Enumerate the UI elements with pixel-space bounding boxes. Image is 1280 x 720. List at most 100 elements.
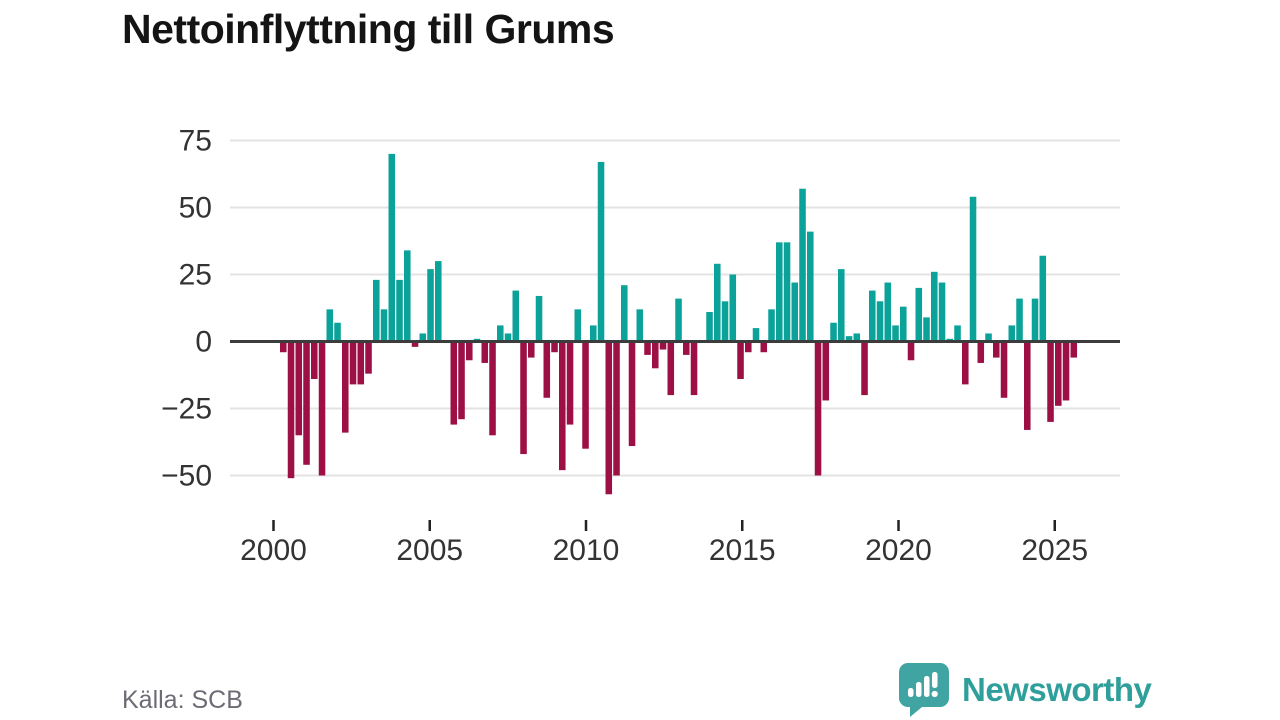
bar-positive [435,261,442,342]
bar-positive [675,298,682,342]
bar-negative [745,341,752,353]
bar-positive [590,325,597,342]
bar-positive [876,301,884,342]
bar-positive [776,242,783,342]
bar-negative [1047,341,1054,422]
bar-negative [543,341,551,398]
x-tick-label: 2000 [240,534,307,567]
bar-positive [535,295,543,342]
y-tick-label: −50 [161,460,212,493]
bar-positive [838,269,845,342]
bar-positive [721,301,729,342]
x-tick-label: 2025 [1021,534,1088,567]
bar-negative [311,341,318,380]
bar-positive [380,309,388,342]
bar-negative [977,341,985,363]
chart-title: Nettoinflyttning till Grums [122,6,615,52]
x-tick-label: 2010 [553,534,620,567]
bar-negative [613,341,620,476]
bars [280,153,1078,495]
bar-negative [907,341,915,361]
bar-negative [481,341,489,363]
bar-positive [419,333,427,342]
bar-positive [404,250,411,342]
bar-positive [791,282,799,342]
y-tick-label: −25 [161,393,212,426]
bar-negative [365,341,372,374]
bar-positive [892,325,899,342]
bar-negative [520,341,527,455]
bar-positive [396,279,403,342]
y-tick-label: 25 [179,259,212,292]
bar-positive [373,279,380,342]
bar-negative [349,341,357,385]
bar-negative [1062,341,1070,401]
bar-negative [644,341,651,355]
bar-positive [954,325,961,342]
bar-negative [1055,341,1062,406]
bar-positive [853,333,861,342]
bar-negative [582,341,589,449]
bar-negative [667,341,675,396]
newsworthy-logo: Newsworthy [898,662,1168,718]
bar-positive [636,309,644,342]
bar-negative [652,341,659,369]
bar-positive [869,290,876,342]
bar-negative [450,341,458,425]
bar-positive [807,231,814,342]
bar-positive [768,309,775,342]
bar-positive [597,161,605,342]
bar-negative [295,341,303,436]
bar-negative [605,341,613,495]
bar-positive [783,242,791,342]
bar-positive [427,269,434,342]
bar-negative [559,341,566,471]
bar-positive [938,282,946,342]
bar-negative [1024,341,1031,430]
bar-positive [1008,325,1016,342]
bar-positive [923,317,930,342]
bar-negative [690,341,698,396]
bar-positive [1016,298,1023,342]
bar-positive [1039,255,1047,342]
bar-negative [287,341,295,479]
bar-negative [489,341,496,436]
gridlines [230,139,1120,477]
bar-negative [659,341,667,350]
bar-positive [845,336,853,342]
bar-positive [326,309,334,342]
bar-positive [388,153,396,342]
x-tick-label: 2020 [865,534,932,567]
bar-negative [342,341,349,433]
bar-positive [729,274,737,342]
bar-positive [985,333,992,342]
bar-positive [900,306,907,342]
bar-positive [334,322,341,342]
source-label: Källa: SCB [122,686,243,714]
bar-positive [1031,298,1039,342]
bar-negative [760,341,768,353]
x-tick-label: 2005 [396,534,463,567]
bar-positive [799,188,806,342]
x-axis: 2000 2005 2010 2015 2020 2025 [240,520,1088,567]
y-tick-label: 50 [179,192,212,225]
bar-positive [969,196,977,342]
bar-negative [466,341,473,361]
bar-positive [884,282,892,342]
bar-negative [962,341,969,385]
bar-positive [714,263,721,342]
y-tick-label: 75 [179,125,212,158]
bar-negative [737,341,744,380]
bar-negative [1000,341,1008,398]
bar-positive [752,328,760,342]
bar-negative [993,341,1000,358]
bar-positive [504,333,512,342]
bar-positive [706,312,713,342]
bar-negative [528,341,535,358]
bar-negative [551,341,558,353]
bar-negative [1070,341,1078,358]
bar-negative [411,341,419,347]
brand-wordmark: Newsworthy [962,671,1152,708]
bar-positive [621,285,628,342]
bar-negative [628,341,636,447]
